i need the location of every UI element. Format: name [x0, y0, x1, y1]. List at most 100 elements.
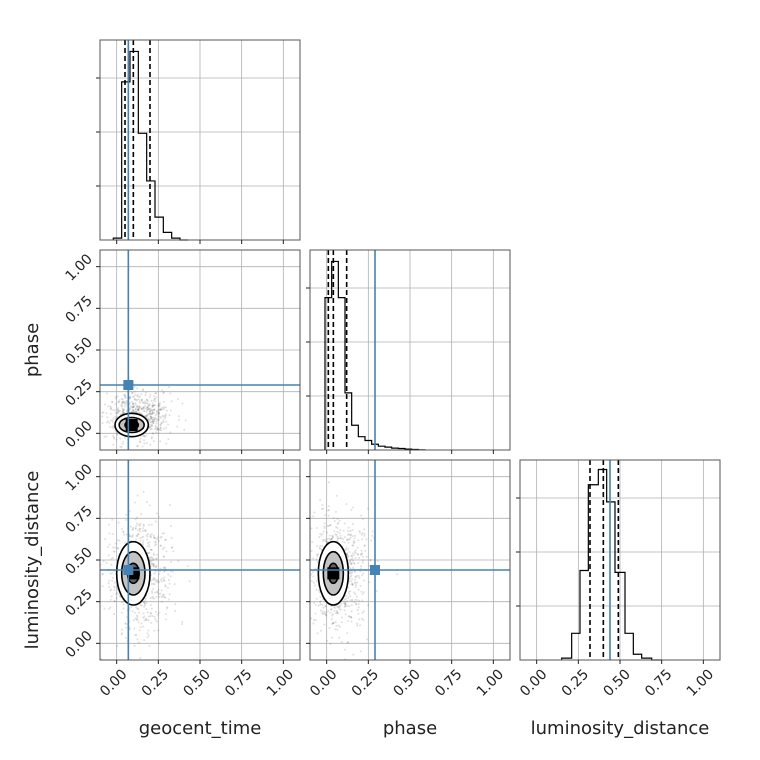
sample-point [108, 523, 111, 526]
sample-point [161, 406, 164, 409]
sample-point [340, 602, 343, 605]
sample-point [142, 539, 145, 542]
sample-point [142, 408, 145, 411]
sample-point [162, 419, 165, 422]
sample-point [133, 385, 136, 388]
sample-point [132, 403, 135, 406]
sample-point [174, 603, 177, 606]
sample-point [129, 396, 132, 399]
sample-point [332, 622, 335, 625]
sample-point [339, 529, 342, 532]
sample-point [107, 405, 110, 408]
sample-point [155, 410, 158, 413]
sample-point [147, 629, 150, 632]
sample-point [356, 624, 359, 627]
sample-point [361, 574, 364, 577]
sample-point [150, 418, 153, 421]
sample-point [133, 627, 136, 630]
sample-point [172, 550, 175, 553]
sample-point [363, 544, 366, 547]
sample-point [129, 405, 132, 408]
sample-point [135, 614, 138, 617]
sample-point [111, 401, 114, 404]
sample-point [360, 590, 363, 593]
sample-point [350, 554, 353, 557]
sample-point [349, 575, 352, 578]
sample-point [137, 407, 140, 410]
sample-point [128, 397, 131, 400]
sample-point [354, 586, 357, 589]
sample-point [358, 618, 361, 621]
sample-point [331, 614, 334, 617]
sample-point [136, 398, 139, 401]
sample-point [138, 528, 141, 531]
sample-point [151, 412, 154, 415]
sample-point [148, 407, 151, 410]
sample-point [146, 611, 149, 614]
sample-point [321, 540, 324, 543]
sample-point [332, 535, 335, 538]
sample-point [115, 597, 118, 600]
sample-point [113, 550, 116, 553]
sample-point [121, 404, 124, 407]
sample-point [104, 403, 107, 406]
sample-point [128, 627, 131, 630]
sample-point [123, 437, 126, 440]
sample-point [319, 601, 322, 604]
sample-point [351, 557, 354, 560]
sample-point [107, 554, 110, 557]
sample-point [118, 539, 121, 542]
sample-point [112, 425, 115, 428]
sample-point [150, 548, 153, 551]
sample-point [144, 404, 147, 407]
sample-point [109, 589, 112, 592]
sample-point [344, 601, 347, 604]
sample-point [142, 616, 145, 619]
sample-point [350, 509, 353, 512]
sample-point [163, 546, 166, 549]
sample-point [143, 604, 146, 607]
sample-point [168, 504, 171, 507]
sample-point [103, 607, 106, 610]
sample-point [154, 397, 157, 400]
x-tick-label: 0.50 [390, 666, 423, 699]
sample-point [311, 541, 314, 544]
sample-point [156, 412, 159, 415]
sample-point [135, 618, 138, 621]
sample-point [331, 622, 334, 625]
sample-point [116, 407, 119, 410]
sample-point [153, 577, 156, 580]
sample-point [131, 409, 134, 412]
sample-point [144, 415, 147, 418]
sample-point [144, 602, 147, 605]
sample-point [149, 393, 152, 396]
sample-point [122, 530, 125, 533]
sample-point [313, 601, 316, 604]
sample-point [336, 628, 339, 631]
sample-point [144, 618, 147, 621]
sample-point [128, 395, 131, 398]
sample-point [319, 603, 322, 606]
sample-point [164, 618, 167, 621]
y-axis-title: phase [22, 323, 43, 377]
sample-point [163, 566, 166, 569]
sample-point [174, 609, 177, 612]
sample-point [141, 529, 144, 532]
sample-point [149, 604, 152, 607]
x-tick-label: 1.00 [474, 666, 507, 699]
sample-point [158, 405, 161, 408]
sample-point [148, 407, 151, 410]
sample-point [135, 534, 138, 537]
sample-point [312, 581, 315, 584]
sample-point [158, 570, 161, 573]
sample-point [173, 583, 176, 586]
sample-point [334, 510, 337, 513]
sample-point [360, 617, 363, 620]
sample-point [163, 576, 166, 579]
sample-point [140, 399, 143, 402]
histogram-geocent_time [112, 50, 189, 241]
sample-point [117, 400, 120, 403]
sample-point [143, 639, 146, 642]
sample-point [354, 593, 357, 596]
sample-point [136, 445, 139, 448]
